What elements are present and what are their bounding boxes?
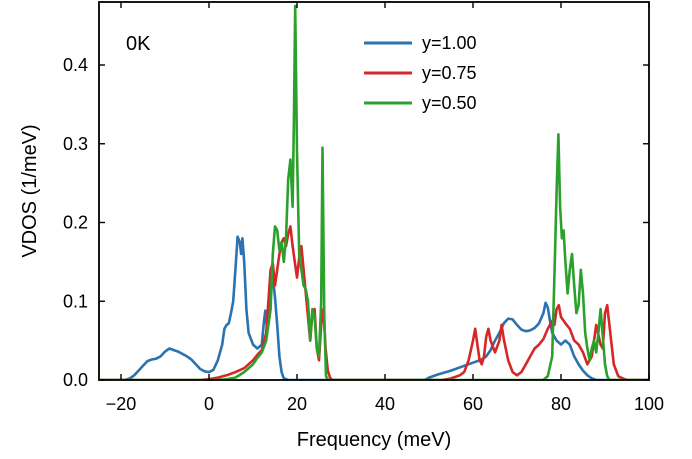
legend: y=1.00 y=0.75 y=0.50	[364, 33, 477, 113]
series-line-1	[99, 225, 649, 380]
x-tick-label: 40	[375, 394, 395, 414]
x-tick-label: 0	[204, 394, 214, 414]
x-tick-label: 60	[463, 394, 483, 414]
x-tick-label: 20	[287, 394, 307, 414]
y-tick-label: 0.1	[63, 291, 88, 311]
y-tick-label: 0.2	[63, 213, 88, 233]
x-axis-title: Frequency (meV)	[297, 429, 452, 451]
legend-label-2: y=0.50	[422, 93, 477, 113]
legend-label-1: y=0.75	[422, 63, 477, 83]
x-tick-label: 80	[551, 394, 571, 414]
series-line-2	[99, 4, 649, 380]
series-layer	[99, 4, 649, 380]
y-tick-label: 0.3	[63, 134, 88, 154]
y-axis-title: VDOS (1/meV)	[19, 124, 41, 257]
y-tick-label: 0.4	[63, 55, 88, 75]
x-tick-label: −20	[106, 394, 137, 414]
legend-label-0: y=1.00	[422, 33, 477, 53]
tick-layer: −20 0 20 40 60 80 100 0.0 0.1 0.2 0.3 0.4	[63, 2, 664, 414]
plot-frame	[98, 1, 650, 381]
y-tick-label: 0.0	[63, 370, 88, 390]
temperature-annotation: 0K	[126, 33, 151, 55]
x-tick-label: 100	[634, 394, 664, 414]
